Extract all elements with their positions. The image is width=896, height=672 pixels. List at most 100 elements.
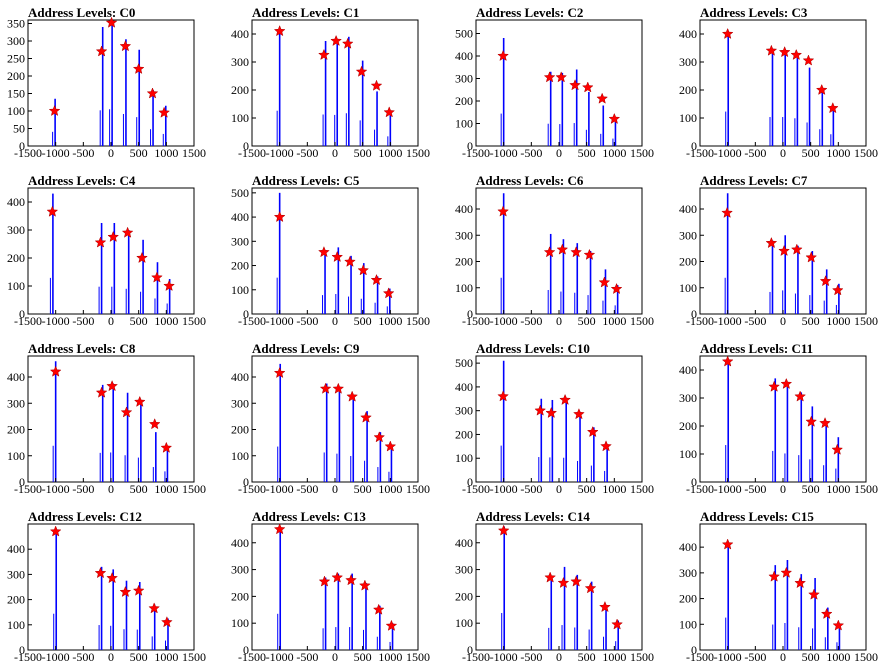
y-tick-label: 200: [7, 593, 25, 607]
y-tick-label: 300: [679, 55, 697, 69]
y-tick-label: 0: [467, 643, 473, 657]
x-tick-label: -500: [520, 482, 542, 496]
x-tick-label: -500: [744, 314, 766, 328]
x-tick-label: 1500: [406, 314, 430, 328]
x-tick-label: -1500: [238, 146, 266, 160]
data-point: [331, 250, 344, 263]
x-tick-label: -1500: [14, 146, 42, 160]
data-point: [132, 584, 145, 596]
data-point: [721, 206, 733, 218]
data-point: [778, 244, 790, 256]
x-tick-label: -1000: [490, 650, 518, 664]
x-tick-label: -500: [72, 146, 94, 160]
data-point: [610, 282, 623, 295]
y-tick-label: 300: [7, 567, 25, 581]
chart-title: Address Levels: C5: [252, 173, 360, 188]
y-tick-label: 0: [19, 139, 25, 153]
chart-title: Address Levels: C4: [28, 173, 136, 188]
chart-panel: Address Levels: C10 0 100 200 300 400 500 -1500…: [448, 336, 672, 504]
y-tick-label: 100: [455, 616, 473, 630]
x-tick-label: 1000: [602, 650, 626, 664]
x-tick-label: -500: [72, 650, 94, 664]
y-tick-label: 500: [231, 186, 249, 200]
data-point: [119, 40, 132, 52]
x-tick-label: 0: [108, 314, 114, 328]
x-tick-label: 1500: [854, 482, 878, 496]
x-tick-label: 0: [556, 314, 562, 328]
plot-frame: [475, 523, 643, 651]
x-tick-label: 500: [130, 650, 148, 664]
x-tick-label: 1000: [602, 314, 626, 328]
x-tick-label: 0: [108, 650, 114, 664]
chart-plot: 0 100 200 300 400 -1500 -1000 -500 0 500 1000 1500: [7, 355, 206, 496]
data-point: [49, 365, 62, 377]
x-tick-label: 1000: [826, 482, 850, 496]
x-tick-label: 1000: [378, 650, 402, 664]
data-point: [543, 71, 556, 83]
x-tick-label: -500: [296, 650, 318, 664]
data-point: [95, 386, 108, 398]
x-tick-label: 1000: [154, 146, 178, 160]
data-point: [819, 417, 831, 429]
chart-plot: 0 100 200 300 400 -1500 -1000 -500 0 500 1000 1500: [231, 523, 430, 664]
data-point: [569, 79, 581, 91]
y-tick-label: 300: [231, 396, 249, 410]
data-point: [94, 236, 107, 248]
data-point: [544, 571, 557, 583]
y-tick-label: 200: [679, 83, 697, 97]
x-tick-label: 500: [802, 314, 820, 328]
chart-plot: 0 100 200 300 400 -1500 -1000 -500 0 500 1000 1500: [231, 19, 430, 160]
data-point: [802, 54, 815, 66]
y-tick-label: 100: [231, 111, 249, 125]
y-tick-label: 100: [7, 449, 25, 463]
data-point: [106, 380, 118, 392]
x-tick-label: -500: [520, 146, 542, 160]
chart-panel: Address Levels: C1 0 100 200 300 400 -1500 -100…: [224, 0, 448, 168]
y-tick-label: 0: [467, 307, 473, 321]
x-tick-label: 500: [130, 314, 148, 328]
data-point: [570, 246, 583, 258]
x-tick-label: 500: [802, 482, 820, 496]
y-tick-label: 300: [679, 228, 697, 242]
data-point: [611, 618, 623, 630]
y-tick-label: 200: [679, 255, 697, 269]
x-tick-label: 1500: [406, 482, 430, 496]
y-tick-label: 200: [455, 255, 473, 269]
y-tick-label: 200: [231, 259, 249, 273]
data-point: [721, 27, 734, 39]
data-point: [161, 616, 173, 628]
y-tick-label: 0: [691, 139, 697, 153]
x-tick-label: -1000: [714, 650, 742, 664]
chart-title: Address Levels: C11: [700, 341, 814, 356]
x-tick-label: 1000: [826, 650, 850, 664]
x-tick-label: 0: [108, 146, 114, 160]
x-tick-label: 1000: [154, 482, 178, 496]
y-tick-label: 0: [243, 475, 249, 489]
x-tick-label: 500: [578, 482, 596, 496]
y-tick-label: 400: [455, 380, 473, 394]
x-tick-label: -500: [296, 146, 318, 160]
chart-plot: 0 100 200 300 400 -1500 -1000 -500 0 500 1000 1500: [679, 355, 878, 496]
data-point: [497, 49, 509, 61]
chart-plot: 0 100 200 300 400 -1500 -1000 -500 0 500 1000 1500: [7, 523, 206, 664]
x-tick-label: -500: [744, 146, 766, 160]
x-tick-label: -1000: [42, 650, 70, 664]
data-point: [808, 588, 820, 600]
y-tick-label: 500: [455, 356, 473, 370]
chart-panel: Address Levels: C8 0 100 200 300 400 -1500 -100…: [0, 336, 224, 504]
x-tick-label: 0: [556, 650, 562, 664]
x-tick-label: -1000: [490, 146, 518, 160]
data-point: [46, 205, 59, 217]
chart-panel: Address Levels: C15 0 100 200 300 400 -1500 -10…: [672, 504, 896, 672]
y-tick-label: 400: [7, 542, 25, 556]
x-tick-label: -1000: [266, 482, 294, 496]
data-point: [332, 382, 345, 394]
x-tick-label: -1000: [714, 146, 742, 160]
x-tick-label: 0: [332, 650, 338, 664]
data-point: [721, 355, 734, 367]
x-tick-label: -500: [72, 482, 94, 496]
chart-panel: Address Levels: C14 0 100 200 300 400 -1500 -10…: [448, 504, 672, 672]
data-point: [318, 246, 330, 258]
data-point: [318, 48, 330, 60]
